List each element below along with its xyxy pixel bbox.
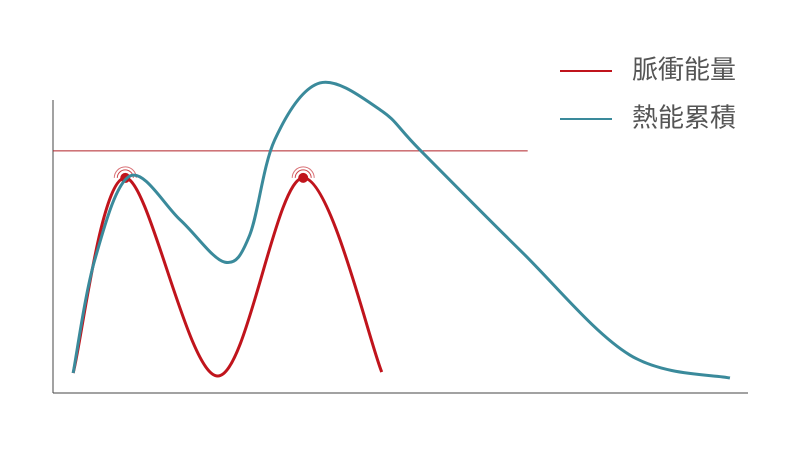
legend-label: 熱能累積 bbox=[632, 104, 736, 134]
series-line bbox=[71, 176, 384, 378]
highlight-marker bbox=[291, 166, 315, 183]
marker-dot bbox=[298, 172, 309, 183]
legend-label: 脈衝能量 bbox=[632, 56, 736, 86]
series-line bbox=[71, 80, 731, 380]
marker-ring bbox=[291, 166, 315, 178]
marker-ring bbox=[294, 169, 312, 178]
